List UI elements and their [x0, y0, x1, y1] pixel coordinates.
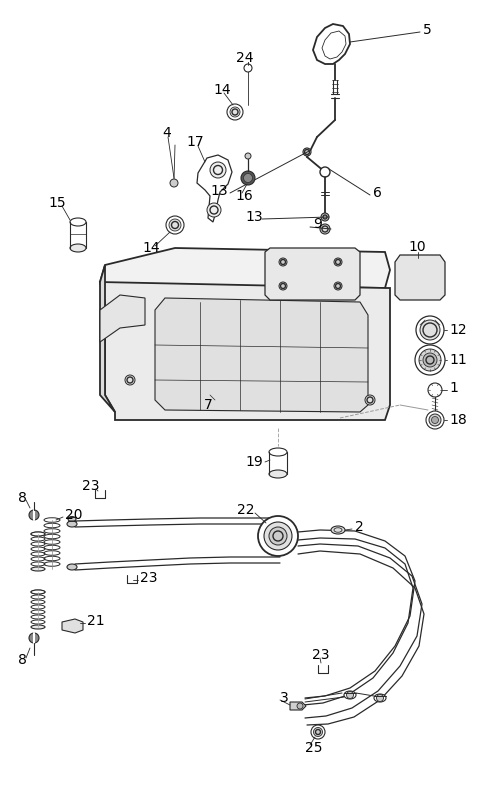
Text: 24: 24 [236, 51, 253, 65]
Ellipse shape [269, 470, 287, 478]
Ellipse shape [67, 564, 77, 570]
Text: 19: 19 [245, 455, 263, 469]
Ellipse shape [269, 448, 287, 456]
Text: 4: 4 [162, 126, 171, 140]
Text: 8: 8 [18, 491, 27, 505]
Ellipse shape [344, 691, 356, 699]
Text: 13: 13 [210, 184, 228, 198]
Text: 20: 20 [65, 508, 83, 522]
Circle shape [428, 383, 442, 397]
Text: 13: 13 [245, 210, 263, 224]
Ellipse shape [331, 526, 345, 534]
Circle shape [321, 213, 329, 221]
Circle shape [347, 692, 353, 699]
Circle shape [334, 258, 342, 266]
Text: 25: 25 [305, 741, 323, 755]
Ellipse shape [31, 567, 45, 571]
Circle shape [207, 203, 221, 217]
Circle shape [241, 171, 255, 185]
Ellipse shape [67, 521, 77, 527]
Text: 2: 2 [355, 520, 364, 534]
Text: 1: 1 [449, 381, 458, 395]
Circle shape [423, 353, 437, 367]
Circle shape [320, 167, 330, 177]
Polygon shape [265, 248, 360, 300]
Text: 16: 16 [235, 189, 253, 203]
Circle shape [29, 633, 39, 643]
Polygon shape [197, 155, 232, 222]
Text: 6: 6 [373, 186, 382, 200]
Text: 7: 7 [204, 398, 213, 412]
Polygon shape [313, 24, 350, 64]
Text: 17: 17 [186, 135, 204, 149]
Circle shape [297, 703, 303, 709]
Text: 23: 23 [312, 648, 329, 662]
Circle shape [420, 320, 440, 340]
Text: 14: 14 [142, 241, 160, 255]
Polygon shape [62, 619, 83, 633]
Polygon shape [100, 265, 115, 412]
Text: 9: 9 [313, 217, 322, 231]
Ellipse shape [70, 244, 86, 252]
Ellipse shape [68, 517, 76, 522]
FancyBboxPatch shape [295, 264, 327, 284]
Text: 11: 11 [449, 353, 467, 367]
Text: 23: 23 [140, 571, 157, 585]
Ellipse shape [31, 532, 45, 536]
Text: 3: 3 [280, 691, 289, 705]
Polygon shape [155, 298, 368, 412]
Circle shape [269, 527, 287, 545]
Text: 22: 22 [237, 503, 254, 517]
Circle shape [264, 522, 292, 550]
Circle shape [429, 414, 441, 426]
FancyBboxPatch shape [406, 263, 434, 287]
FancyBboxPatch shape [403, 261, 437, 289]
Circle shape [244, 64, 252, 72]
Ellipse shape [70, 218, 86, 226]
Circle shape [416, 316, 444, 344]
Polygon shape [100, 282, 390, 420]
Polygon shape [100, 295, 145, 342]
Circle shape [365, 395, 375, 405]
FancyBboxPatch shape [278, 256, 346, 288]
Text: 15: 15 [48, 196, 66, 210]
Circle shape [29, 510, 39, 520]
Circle shape [432, 417, 439, 423]
Circle shape [415, 345, 445, 375]
Circle shape [125, 375, 135, 385]
Ellipse shape [31, 625, 45, 629]
Text: 23: 23 [82, 479, 99, 493]
Circle shape [376, 695, 384, 702]
Text: 14: 14 [213, 83, 230, 97]
Circle shape [166, 216, 184, 234]
Circle shape [279, 282, 287, 290]
Circle shape [170, 179, 178, 187]
Polygon shape [395, 255, 445, 300]
Polygon shape [100, 248, 390, 302]
Circle shape [245, 153, 251, 159]
Circle shape [426, 411, 444, 429]
Polygon shape [290, 702, 306, 710]
Circle shape [313, 727, 323, 737]
Circle shape [227, 104, 243, 120]
Circle shape [334, 282, 342, 290]
Text: 8: 8 [18, 653, 27, 667]
Text: 12: 12 [449, 323, 467, 337]
Circle shape [258, 516, 298, 556]
Text: 5: 5 [423, 23, 432, 37]
Circle shape [279, 258, 287, 266]
Text: 18: 18 [449, 413, 467, 427]
Circle shape [243, 174, 252, 183]
Ellipse shape [31, 590, 45, 594]
Text: 10: 10 [408, 240, 426, 254]
Circle shape [303, 148, 311, 156]
Circle shape [311, 725, 325, 739]
Text: 21: 21 [87, 614, 105, 628]
Circle shape [210, 162, 226, 178]
Circle shape [320, 224, 330, 234]
Circle shape [230, 107, 240, 117]
Circle shape [419, 349, 441, 371]
Ellipse shape [374, 694, 386, 702]
Circle shape [169, 219, 181, 231]
